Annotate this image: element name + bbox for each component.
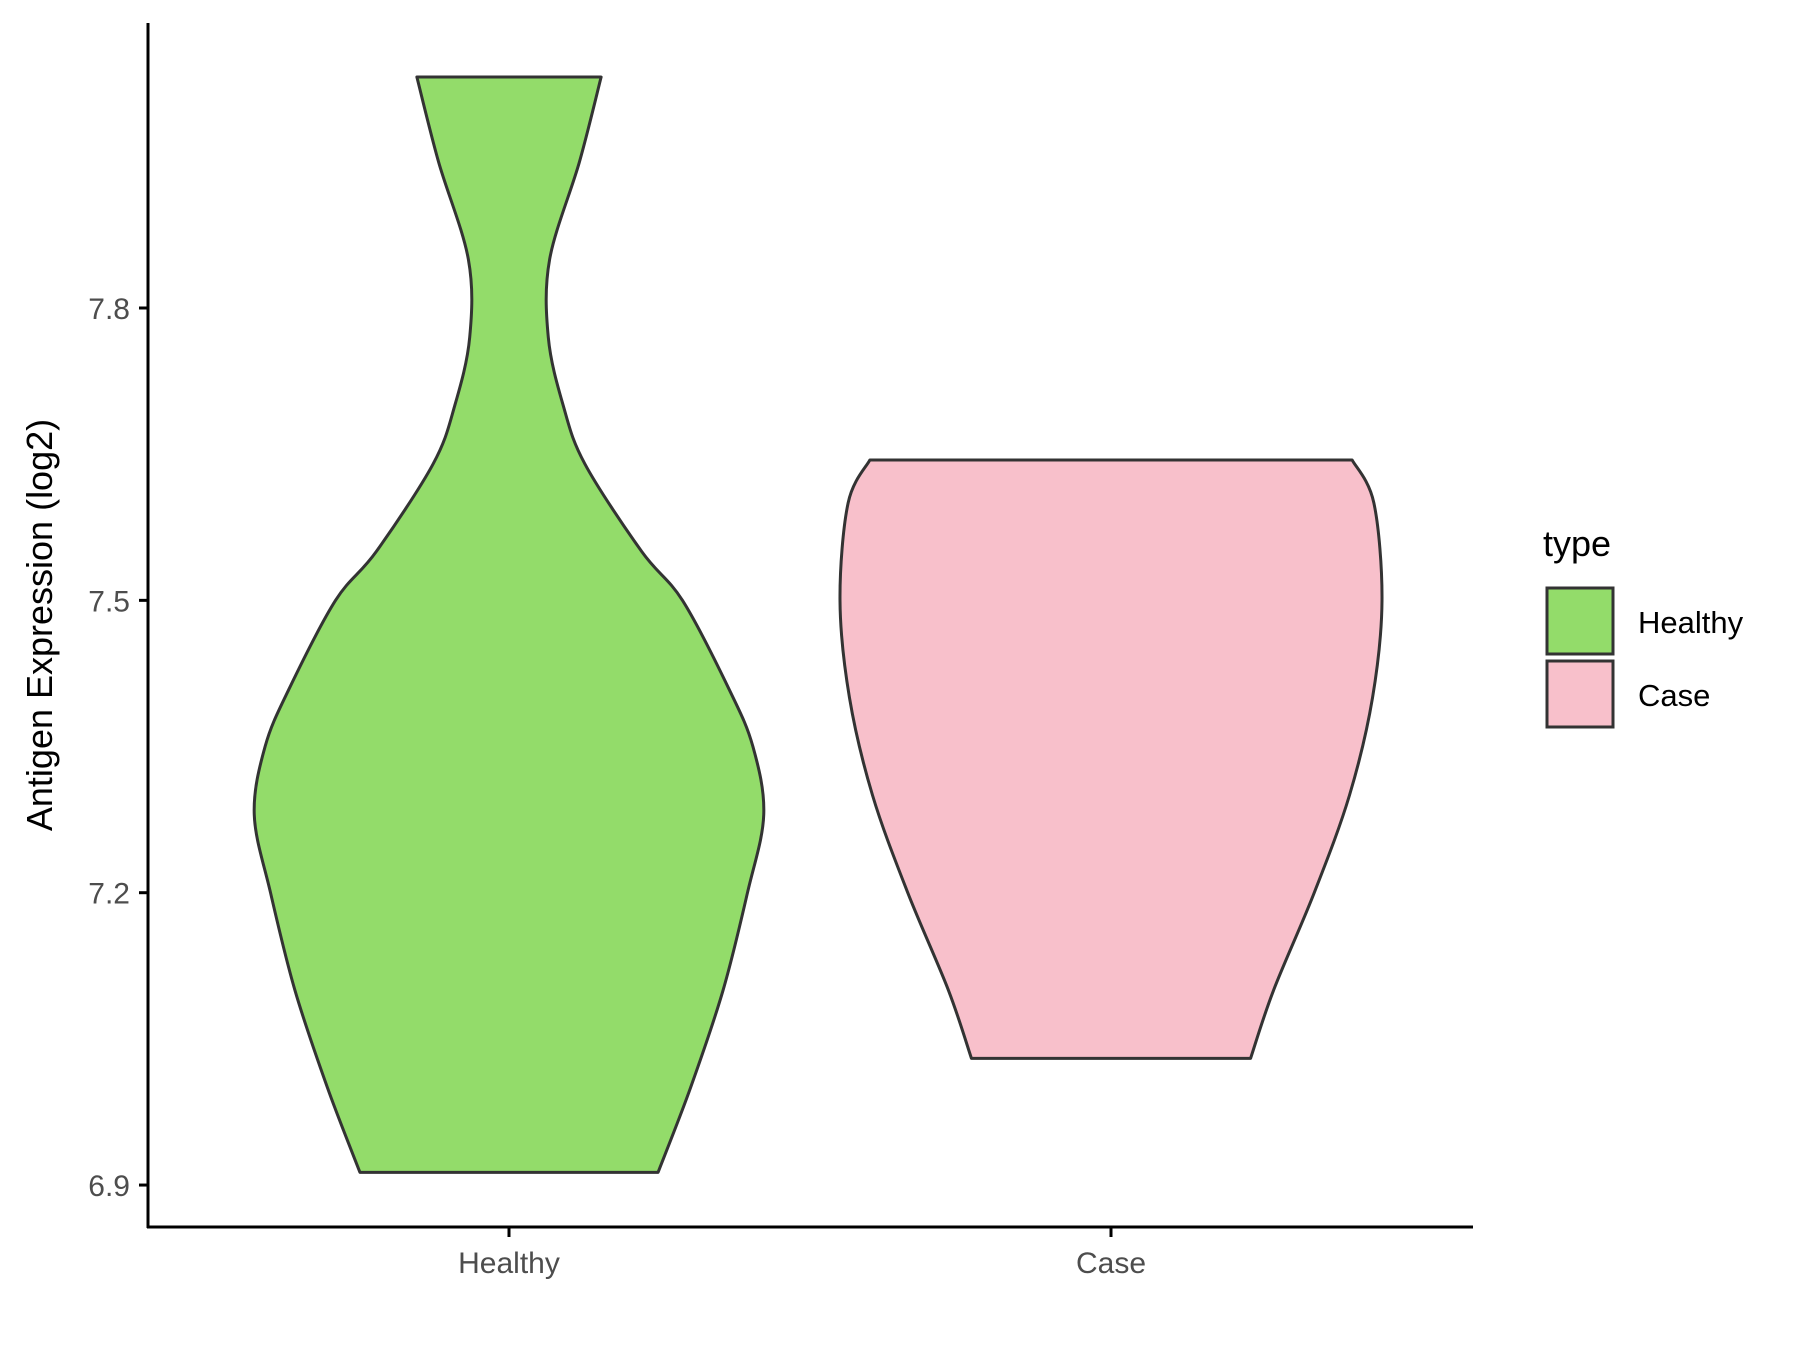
violin-case — [838, 458, 1384, 1060]
y-tick-label: 7.5 — [88, 585, 130, 618]
legend-title: type — [1543, 523, 1611, 564]
violin-healthy — [252, 75, 766, 1174]
y-ticks: 6.9 7.2 7.5 7.8 — [88, 293, 148, 1203]
legend-label-case: Case — [1638, 678, 1710, 713]
legend: type Healthy Case — [1543, 523, 1744, 729]
y-axis-title: Antigen Expression (log2) — [19, 419, 60, 831]
legend-key-healthy — [1545, 586, 1615, 656]
legend-label-healthy: Healthy — [1638, 605, 1744, 640]
y-tick-label: 7.2 — [88, 878, 130, 911]
violins — [252, 75, 1384, 1174]
x-ticks: Healthy Case — [458, 1227, 1146, 1280]
legend-key-case — [1545, 659, 1615, 729]
y-tick-label: 7.8 — [88, 293, 130, 326]
x-tick-label: Case — [1076, 1247, 1146, 1280]
y-tick-label: 6.9 — [88, 1170, 130, 1203]
x-tick-label: Healthy — [458, 1247, 560, 1280]
